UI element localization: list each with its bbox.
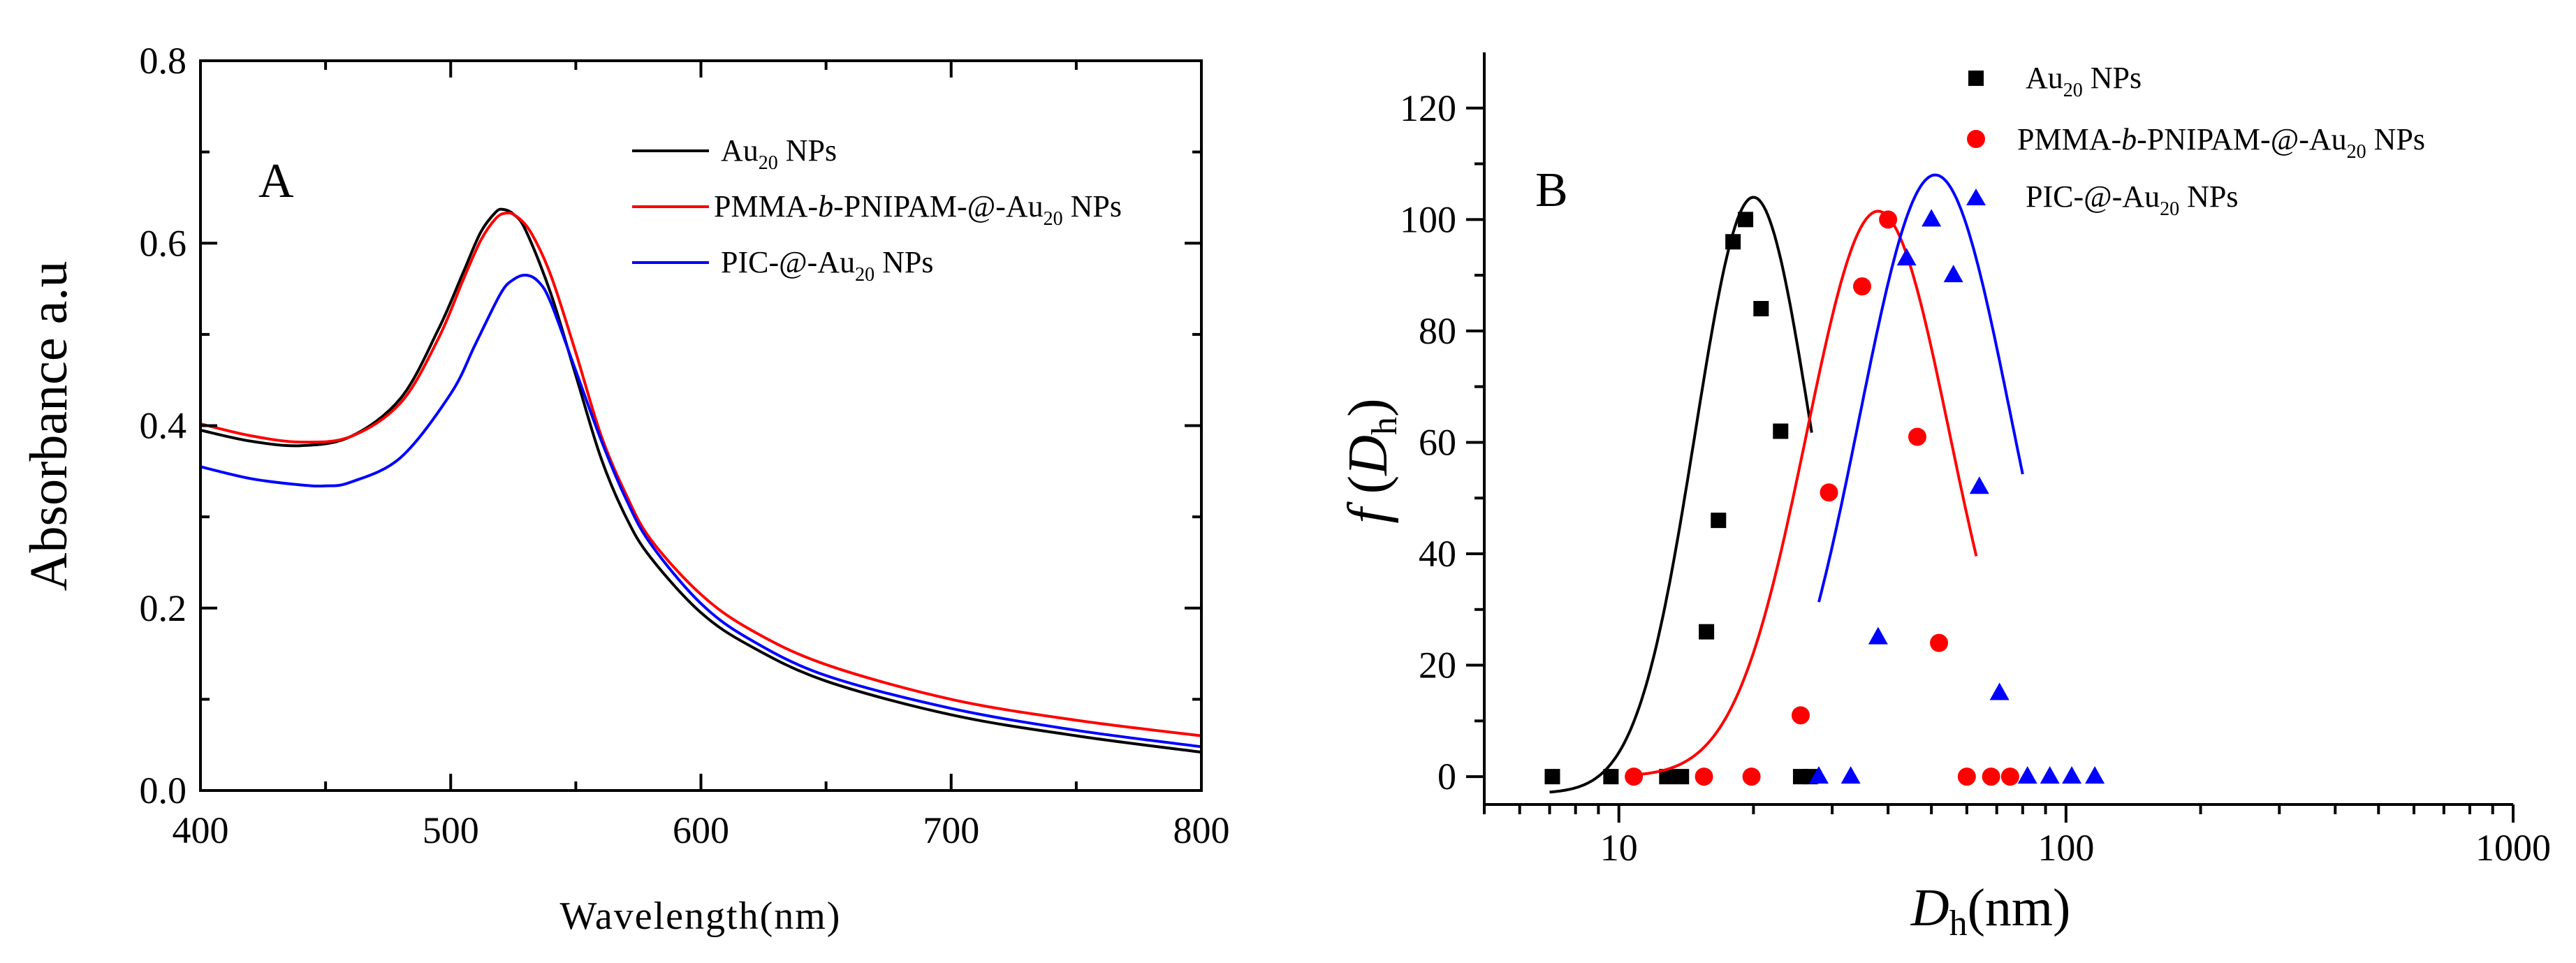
data-point-square (1773, 423, 1789, 439)
data-point-square (1544, 769, 1560, 785)
fit-curve-pic-au20-nps (1817, 173, 2024, 603)
panel-b: B 10 100 1000 0 20 40 60 80 100 120 Dh(nm) f (Dh)… (1338, 52, 2551, 943)
legend-label-pic-b: PIC-@-Au20 NPs (2026, 179, 2238, 220)
legend-label-au20-b: Au20 NPs (2026, 61, 2142, 101)
x-tick-label: 700 (923, 809, 979, 851)
panel-b-label: B (1535, 163, 1568, 217)
data-point-triangle (2040, 766, 2060, 784)
data-point-square (1674, 769, 1690, 785)
y-tick-label: 40 (1419, 533, 1456, 575)
series-line-au20-nps (200, 207, 1202, 754)
x-tick-label: 600 (673, 809, 729, 851)
panel-a-plot-frame (199, 59, 1203, 792)
data-point-triangle (2017, 766, 2037, 784)
data-point-circle (1852, 277, 1871, 296)
data-point-circle (1791, 706, 1810, 725)
data-point-circle (1930, 633, 1949, 652)
panel-a: A 400 500 600 700 800 0.0 0.2 0.4 0.6 0.8 Wavelen… (20, 40, 1230, 938)
panel-a-legend: Au20 NPs PMMA-b-PNIPAM-@-Au20 NPs PIC-@-… (632, 133, 1122, 286)
data-point-circle (2000, 767, 2019, 786)
panel-a-y-axis-label: Absorbance a.u (20, 261, 78, 591)
data-point-square (1699, 624, 1715, 640)
data-point-triangle (1896, 248, 1917, 266)
x-tick-label: 400 (173, 809, 229, 851)
x-tick-label: 100 (2037, 827, 2094, 869)
y-tick-label: 0.2 (140, 587, 187, 629)
y-tick-label: 120 (1400, 87, 1456, 129)
data-point-circle (1957, 767, 1976, 786)
data-point-triangle (2085, 766, 2105, 784)
y-tick-label: 80 (1419, 310, 1456, 352)
data-point-circle (1908, 427, 1926, 446)
legend-marker-square (1968, 71, 1984, 86)
panel-a-x-axis-label: Wavelength(nm) (560, 895, 842, 938)
x-tick-label: 500 (423, 809, 479, 851)
data-point-triangle (1989, 682, 2010, 700)
data-point-square (1725, 234, 1741, 250)
data-point-triangle (2062, 766, 2082, 784)
data-point-circle (1625, 767, 1644, 786)
x-tick-label: 10 (1600, 827, 1638, 869)
y-tick-label: 60 (1419, 421, 1456, 463)
y-tick-label: 0.4 (140, 405, 187, 447)
x-tick-label: 1000 (2475, 827, 2551, 869)
data-point-triangle (1922, 209, 1942, 227)
panel-a-label: A (258, 154, 294, 208)
data-point-square (1738, 212, 1754, 228)
panel-a-ticks: 400 500 600 700 800 0.0 0.2 0.4 0.6 0.8 (140, 40, 1230, 851)
data-point-square (1659, 769, 1675, 785)
data-point-triangle (1808, 766, 1829, 784)
y-tick-label: 100 (1400, 198, 1456, 240)
data-point-triangle (1868, 626, 1888, 645)
y-tick-label: 0 (1437, 756, 1456, 797)
x-tick-label: 800 (1173, 809, 1230, 851)
data-point-triangle (1969, 476, 1989, 494)
data-point-circle (1820, 483, 1838, 502)
data-point-circle (1879, 210, 1898, 229)
legend-label-pmma: PMMA-b-PNIPAM-@-Au20 NPs (714, 189, 1122, 230)
series-line-pmma-b-pnipam-au20-nps (200, 211, 1202, 737)
panel-b-marks (1544, 173, 2105, 794)
data-point-circle (1742, 767, 1761, 786)
panel-a-lines (200, 207, 1202, 754)
legend-label-pmma-b: PMMA-b-PNIPAM-@-Au20 NPs (2017, 122, 2425, 163)
y-tick-label: 0.8 (140, 40, 187, 82)
panel-b-ticks: 10 100 1000 0 20 40 60 80 100 120 (1400, 87, 2551, 869)
data-point-triangle (1840, 766, 1861, 784)
panel-b-legend: Au20 NPs PMMA-b-PNIPAM-@-Au20 NPs PIC-@-… (1966, 61, 2425, 220)
data-point-square (1753, 300, 1769, 316)
data-point-triangle (1943, 265, 1963, 283)
legend-marker-triangle (1966, 189, 1986, 205)
fit-curve-pmma-b-pnipam-au20-nps (1637, 209, 1978, 777)
panel-b-x-axis-label: Dh(nm) (1910, 879, 2071, 943)
panel-b-y-axis-label: f (Dh) (1338, 398, 1405, 523)
legend-label-pic: PIC-@-Au20 NPs (721, 245, 933, 286)
y-tick-label: 0.6 (140, 222, 187, 264)
data-point-square (1711, 513, 1727, 529)
y-tick-label: 0.0 (140, 770, 187, 811)
y-tick-label: 20 (1419, 645, 1456, 686)
data-point-square (1603, 769, 1619, 785)
data-point-circle (1695, 767, 1713, 786)
series-line-pic-au20-nps (200, 273, 1202, 749)
data-point-circle (1982, 767, 2000, 786)
fit-curve-au20-nps (1549, 196, 1813, 794)
legend-marker-circle (1967, 130, 1985, 148)
legend-label-au20: Au20 NPs (721, 133, 837, 174)
